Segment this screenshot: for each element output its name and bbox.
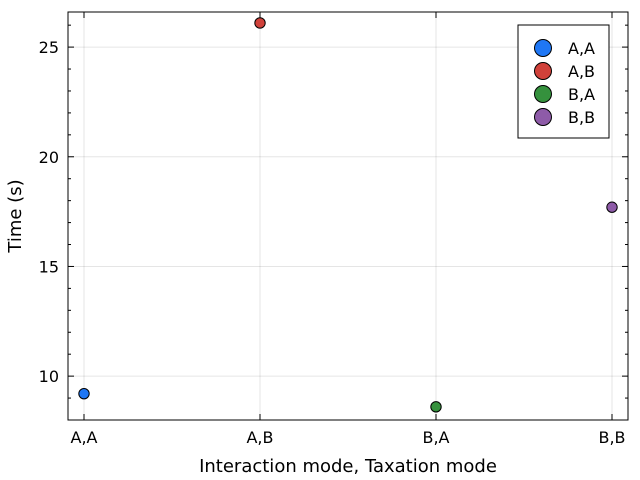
y-tick-label: 10 (39, 367, 59, 386)
y-tick-label: 25 (39, 38, 59, 57)
plot-frame (67, 11, 629, 421)
legend-marker (534, 108, 552, 126)
x-tick-label: B,A (422, 428, 449, 447)
legend-marker (534, 39, 552, 57)
legend-marker (534, 62, 552, 80)
data-point (430, 401, 442, 413)
x-axis-title: Interaction mode, Taxation mode (199, 456, 497, 477)
data-point (606, 201, 618, 213)
legend-label: A,B (568, 62, 595, 81)
axis-ticks: A,A A,B B,A B,B 10 15 20 25 (39, 12, 628, 447)
legend-label: A,A (568, 39, 595, 58)
legend-label: B,A (568, 85, 595, 104)
legend-marker (534, 85, 552, 103)
x-tick-label: A,B (246, 428, 273, 447)
legend-label: B,B (568, 108, 595, 127)
legend-box (517, 24, 610, 139)
y-tick-label: 15 (39, 257, 59, 276)
x-tick-label: B,B (598, 428, 625, 447)
data-points (78, 17, 618, 413)
data-point (254, 17, 266, 29)
grid-lines (68, 12, 628, 420)
y-tick-label: 20 (39, 148, 59, 167)
legend: A,A A,B B,A B,B (517, 24, 610, 139)
x-tick-label: A,A (71, 428, 98, 447)
y-axis-title: Time (s) (5, 179, 26, 253)
data-point (78, 387, 90, 400)
